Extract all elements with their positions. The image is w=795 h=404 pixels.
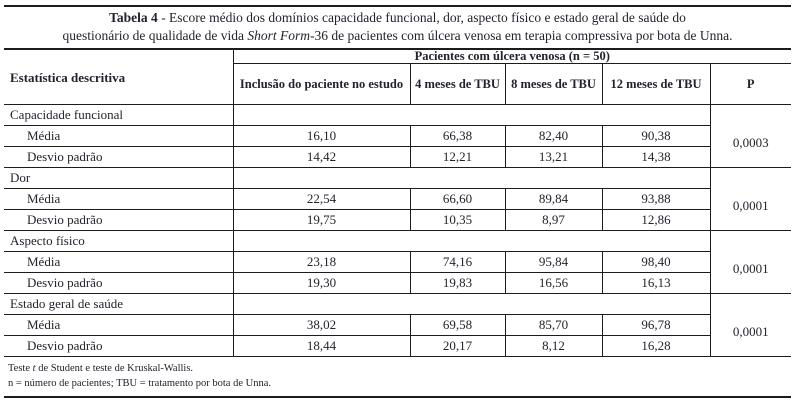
table-row: Desvio padrão 19,30 19,83 16,56 16,13 — [4, 272, 791, 294]
table-header: Estatística descritiva Pacientes com úlc… — [4, 49, 791, 105]
header-stat-descritiva: Estatística descritiva — [4, 49, 233, 105]
section-label-row: Dor 0,0001 — [4, 167, 791, 231]
row-label-media: Média — [4, 251, 233, 273]
cell: 12,86 — [601, 209, 710, 231]
header-group-pacientes: Pacientes com úlcera venosa (n = 50) — [232, 49, 791, 64]
row-label-media: Média — [4, 188, 233, 210]
footnote-tests-pre: Teste — [8, 363, 33, 374]
section-label: Capacidade funcional — [4, 104, 233, 126]
cell: 20,17 — [409, 335, 505, 357]
cell: 22,54 — [232, 188, 410, 210]
cell: 14,42 — [232, 146, 410, 168]
section-aspecto-fisico: Aspecto físico 0,0001 Média 23,18 74,16 … — [4, 230, 791, 294]
cell: 23,18 — [232, 251, 410, 273]
title-line-1-text: - Escore médio dos domínios capacidade f… — [157, 10, 686, 25]
cell: 66,60 — [409, 188, 505, 210]
cell: 16,28 — [601, 335, 710, 357]
footnote-tests-italic-t: t — [32, 363, 36, 374]
cell: 13,21 — [504, 146, 602, 168]
cell: 74,16 — [409, 251, 505, 273]
row-label-desvio: Desvio padrão — [4, 335, 233, 357]
table-title: Tabela 4 - Escore médio dos domínios cap… — [4, 7, 791, 48]
title-table-number: Tabela 4 — [109, 10, 158, 25]
footnote-tests-post: de Student e teste de Kruskal-Wallis. — [35, 363, 194, 374]
cell: 19,83 — [409, 272, 505, 294]
cell: 98,40 — [601, 251, 710, 273]
cell: 18,44 — [232, 335, 410, 357]
p-value: 0,0001 — [709, 293, 791, 357]
header-col-4-meses: 4 meses de TBU — [409, 63, 505, 105]
cell: 38,02 — [232, 314, 410, 336]
row-label-desvio: Desvio padrão — [4, 272, 233, 294]
cell: 96,78 — [601, 314, 710, 336]
section-capacidade-funcional: Capacidade funcional 0,0003 Média 16,10 … — [4, 104, 791, 168]
title-line-2: questionário de qualidade de vida Short … — [4, 27, 791, 45]
header-col-12-meses: 12 meses de TBU — [601, 63, 710, 105]
cell: 19,75 — [232, 209, 410, 231]
cell: 16,13 — [601, 272, 710, 294]
header-row-columns: Inclusão do paciente no estudo 4 meses d… — [4, 63, 791, 105]
row-label-desvio: Desvio padrão — [4, 209, 233, 231]
row-label-media: Média — [4, 314, 233, 336]
section-label: Dor — [4, 167, 233, 189]
title-line-2-pre: questionário de qualidade de vida — [62, 28, 248, 43]
cell: 19,30 — [232, 272, 410, 294]
header-col-p: P — [709, 63, 791, 105]
header-row-group: Estatística descritiva Pacientes com úlc… — [4, 49, 791, 105]
row-label-desvio: Desvio padrão — [4, 146, 233, 168]
top-rule — [4, 5, 791, 7]
cell: 95,84 — [504, 251, 602, 273]
section-label: Aspecto físico — [4, 230, 233, 252]
cell: 12,21 — [409, 146, 505, 168]
p-value: 0,0001 — [709, 230, 791, 294]
section-label-row: Estado geral de saúde 0,0001 — [4, 293, 791, 357]
title-questionnaire-name: Short Form — [247, 28, 310, 43]
table-row: Desvio padrão 19,75 10,35 8,97 12,86 — [4, 209, 791, 231]
section-label-row: Capacidade funcional 0,0003 — [4, 104, 791, 168]
table-row: Desvio padrão 14,42 12,21 13,21 14,38 — [4, 146, 791, 168]
cell: 10,35 — [409, 209, 505, 231]
section-dor: Dor 0,0001 Média 22,54 66,60 89,84 93,88… — [4, 167, 791, 231]
section-label-spacer — [232, 104, 710, 126]
header-col-inclusao: Inclusão do paciente no estudo — [232, 63, 410, 105]
cell: 8,12 — [504, 335, 602, 357]
cell: 89,84 — [504, 188, 602, 210]
title-line-2-post: -36 de pacientes com úlcera venosa em te… — [310, 28, 733, 43]
results-table: Estatística descritiva Pacientes com úlc… — [4, 48, 791, 357]
title-line-1: Tabela 4 - Escore médio dos domínios cap… — [4, 9, 791, 27]
table-row: Média 22,54 66,60 89,84 93,88 — [4, 188, 791, 210]
p-value: 0,0003 — [709, 104, 791, 168]
table-row: Média 38,02 69,58 85,70 96,78 — [4, 314, 791, 336]
section-label-spacer — [232, 167, 710, 189]
cell: 16,10 — [232, 125, 410, 147]
cell: 69,58 — [409, 314, 505, 336]
footnote-abbreviations: n = número de pacientes; TBU = tratament… — [8, 378, 271, 389]
table-row: Desvio padrão 18,44 20,17 8,12 16,28 — [4, 335, 791, 357]
table-footnotes: Teste t de Student e teste de Kruskal-Wa… — [4, 357, 791, 391]
cell: 90,38 — [601, 125, 710, 147]
cell: 8,97 — [504, 209, 602, 231]
header-col-8-meses: 8 meses de TBU — [504, 63, 602, 105]
cell: 82,40 — [504, 125, 602, 147]
footnote-tests: Teste t de Student e teste de Kruskal-Wa… — [8, 361, 791, 376]
section-estado-geral: Estado geral de saúde 0,0001 Média 38,02… — [4, 293, 791, 357]
cell: 66,38 — [409, 125, 505, 147]
cell: 16,56 — [504, 272, 602, 294]
bottom-rule — [4, 396, 791, 398]
section-label-spacer — [232, 230, 710, 252]
row-label-media: Média — [4, 125, 233, 147]
cell: 93,88 — [601, 188, 710, 210]
section-label: Estado geral de saúde — [4, 293, 233, 315]
section-label-row: Aspecto físico 0,0001 — [4, 230, 791, 294]
section-label-spacer — [232, 293, 710, 315]
cell: 85,70 — [504, 314, 602, 336]
p-value: 0,0001 — [709, 167, 791, 231]
cell: 14,38 — [601, 146, 710, 168]
table-row: Média 16,10 66,38 82,40 90,38 — [4, 125, 791, 147]
table-row: Média 23,18 74,16 95,84 98,40 — [4, 251, 791, 273]
